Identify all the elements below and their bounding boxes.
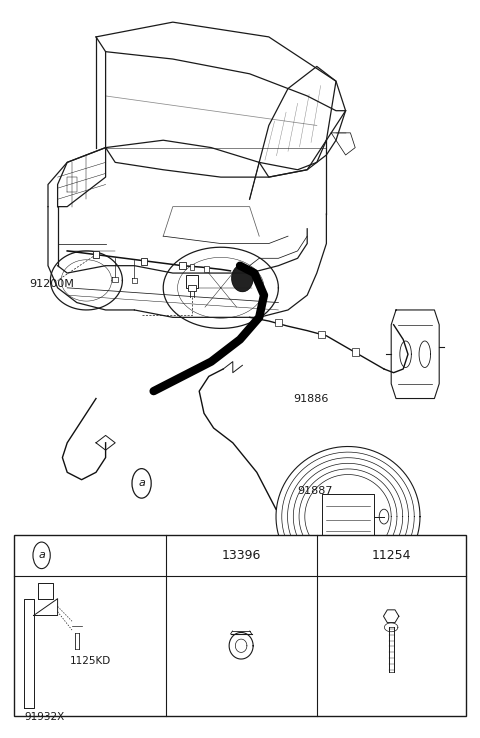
Text: 1125KD: 1125KD: [70, 656, 111, 666]
Bar: [186, 275, 198, 288]
Polygon shape: [232, 265, 253, 292]
Text: 91886: 91886: [293, 394, 328, 404]
Bar: [190, 264, 194, 270]
Text: 91887: 91887: [298, 486, 333, 497]
Text: 91932X: 91932X: [24, 712, 64, 723]
Text: 13396: 13396: [221, 549, 261, 562]
Bar: [179, 262, 186, 269]
Bar: [14, 535, 466, 716]
Text: a: a: [138, 478, 145, 489]
Bar: [318, 331, 325, 338]
Text: 11254: 11254: [372, 549, 411, 562]
Text: 91200M: 91200M: [29, 279, 73, 289]
Text: a: a: [38, 551, 45, 560]
Bar: [204, 266, 209, 272]
Bar: [188, 285, 196, 291]
Bar: [352, 348, 359, 356]
Bar: [93, 251, 99, 258]
Bar: [275, 319, 282, 326]
Bar: [141, 258, 147, 265]
